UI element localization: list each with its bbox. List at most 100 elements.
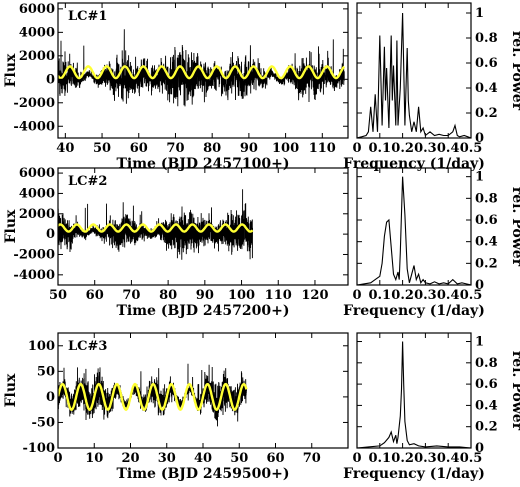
pg-2-plot-area [357, 176, 471, 285]
lc-1-sinusoid-fit [58, 65, 346, 80]
pg-3-ytick-label: 0.2 [475, 420, 498, 435]
pg-2-ytick-label: 1 [475, 170, 484, 185]
lc-2-sinusoid-fit [58, 223, 254, 233]
pg-3-ylabel: rel. Power [509, 351, 520, 431]
lc-2-xtick-label: 80 [159, 288, 177, 303]
lc-2-xtick-label: 50 [49, 288, 67, 303]
lc-2-xlabel: Time (BJD 2457200+) [117, 303, 290, 319]
pg-2-power-curve [357, 176, 471, 285]
lc-2-xtick-label: 100 [228, 288, 255, 303]
lc-2-ytick-label: -2000 [13, 247, 55, 262]
pg-3-xtick-label: 0.5 [460, 451, 483, 466]
lc-1-xtick-label: 60 [130, 141, 148, 156]
lc-3-sinusoid-fit [58, 382, 248, 412]
pg-3-xtick-label: 0.2 [391, 451, 414, 466]
pg-2-xlabel: Frequency (1/day) [343, 303, 485, 319]
lc-2-ytick-label: -4000 [13, 268, 55, 283]
pg-3-plot-area [357, 341, 471, 448]
pg-2-xtick-label: 0.5 [460, 288, 483, 303]
pg-2-ytick-label: 0.6 [475, 213, 498, 228]
lc-2-xtick-label: 70 [122, 288, 140, 303]
lc-1-xtick-label: 100 [272, 141, 299, 156]
lc-3-ytick-label: 100 [28, 339, 55, 354]
pg-2-panel: 0 0.1 0.2 0.3 0.4 0.500.20.40.60.81Frequency … [343, 167, 520, 319]
lc-2-ylabel: Flux [3, 209, 19, 243]
lc-2-ytick-label: 2000 [19, 207, 55, 222]
lc-3-plot-area [58, 363, 248, 427]
lc-1-ytick-label: 2000 [19, 49, 55, 64]
pg-2-ytick-label: 0.2 [475, 256, 498, 271]
lc-2-xtick-label: 60 [86, 288, 104, 303]
lc-3-ytick-label: -100 [22, 441, 55, 456]
pg-1-ytick-label: 0.2 [475, 106, 498, 121]
pg-2-xtick-label: 0.2 [391, 288, 414, 303]
lc-1-ytick-label: -4000 [13, 119, 55, 134]
lc-1-panel: LC#1 40 50 60 70 80 90 100 110 -4000 -2000 0 2000 400… [3, 2, 349, 172]
pg-1-ytick-label: 0.4 [475, 81, 498, 96]
lc-3-xtick-label: 50 [230, 451, 248, 466]
pg-1-xtick-label: 0.1 [368, 141, 391, 156]
pg-2-ytick-label: 0 [475, 278, 484, 293]
lc-3-xtick-label: 30 [158, 451, 176, 466]
lc-1-ytick-label: 4000 [19, 25, 55, 40]
lc-3-xtick-label: 60 [266, 451, 284, 466]
pg-3-ytick-label: 1 [475, 335, 484, 350]
lc-2-xtick-label: 120 [301, 288, 328, 303]
lc-1-observed-flux [58, 29, 345, 107]
lc-3-xtick-label: 70 [303, 451, 321, 466]
lc-1-plot-area [58, 29, 346, 107]
lc-3-ytick-label: 50 [37, 364, 55, 379]
pg-1-ytick-label: 0.6 [475, 56, 498, 71]
pg-1-plot-area [357, 12, 471, 138]
lc-3-ytick-label: -50 [32, 415, 56, 430]
lc-2-ytick-label: 4000 [19, 186, 55, 201]
lc-3-ylabel: Flux [3, 373, 19, 407]
pg-3-ytick-label: 0 [475, 441, 484, 456]
lc-1-ytick-label: 0 [46, 72, 55, 87]
pg-1-xtick-label: 0.3 [414, 141, 437, 156]
pg-1-xtick-label: 0 [352, 141, 361, 156]
pg-3-ytick-label: 0.4 [475, 398, 498, 413]
lc-3-ytick-label: 0 [46, 390, 55, 405]
pg-3-ytick-label: 0.8 [475, 356, 498, 371]
lc-1-xlabel: Time (BJD 2457100+) [117, 156, 290, 172]
lc-1-frame [57, 2, 349, 139]
pg-2-xtick-label: 0.1 [368, 288, 391, 303]
lc-2-xtick-label: 90 [196, 288, 214, 303]
pg-2-frame [356, 167, 472, 286]
lc-3-xtick-label: 20 [121, 451, 139, 466]
lc-1-xtick-label: 80 [203, 141, 221, 156]
lc-1-xtick-label: 110 [309, 141, 336, 156]
lc-2-tag: LC#2 [68, 174, 107, 189]
lc-2-observed-flux [58, 189, 254, 260]
pg-1-panel: 0 0.1 0.2 0.3 0.4 0.500.20.40.60.81Frequency … [343, 2, 520, 172]
pg-1-xtick-label: 0.2 [391, 141, 414, 156]
lc-1-tag: LC#1 [68, 9, 107, 24]
pg-3-xtick-label: 0.3 [414, 451, 437, 466]
pg-2-xtick-label: 0 [352, 288, 361, 303]
pg-2-ytick-label: 0.4 [475, 235, 498, 250]
lc-3-xtick-label: 0 [53, 451, 62, 466]
pg-2-ytick-label: 0.8 [475, 191, 498, 206]
lc-1-ytick-label: -2000 [13, 96, 55, 111]
pg-1-xtick-label: 0.5 [460, 141, 483, 156]
lc-3-observed-flux [58, 363, 247, 427]
pg-2-ylabel: rel. Power [509, 187, 520, 267]
lc-1-xtick-label: 90 [240, 141, 258, 156]
lc-1-ytick-label: 6000 [19, 2, 55, 17]
lc-1-ylabel: Flux [3, 53, 19, 87]
lc-3-panel: LC#3 0 10 20 30 40 50 60 70 -100 -50 0 50 100 Time (BJ… [3, 332, 349, 482]
lc-1-xtick-label: 50 [93, 141, 111, 156]
lc-1-xtick-label: 40 [56, 141, 74, 156]
lc-2-ytick-label: 0 [46, 227, 55, 242]
pg-1-ytick-label: 0.8 [475, 31, 498, 46]
pg-3-xtick-label: 0.1 [368, 451, 391, 466]
pg-1-ytick-label: 1 [475, 6, 484, 21]
pg-3-xtick-label: 0.4 [437, 451, 460, 466]
pg-3-xtick-label: 0 [352, 451, 361, 466]
lc-1-xtick-label: 70 [166, 141, 184, 156]
pg-3-power-curve [357, 341, 471, 448]
pg-1-ylabel: rel. Power [509, 31, 520, 111]
pg-3-frame [356, 332, 472, 449]
